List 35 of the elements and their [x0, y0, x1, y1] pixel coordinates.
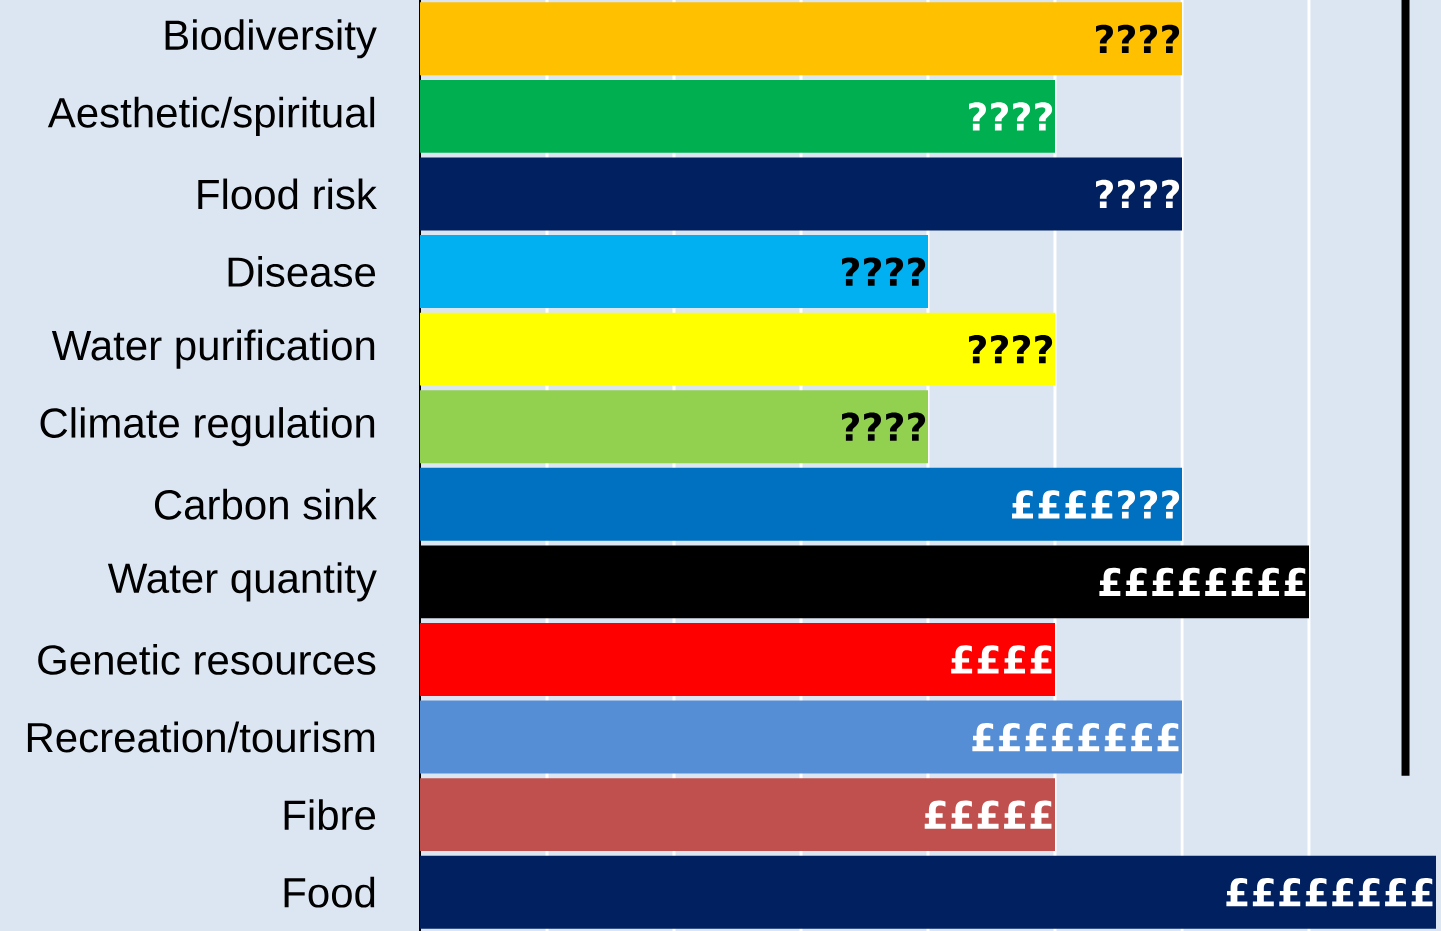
annotation: ???? [1096, 179, 1180, 209]
annotation: ££££££££ [972, 722, 1179, 752]
annotation: ???? [969, 102, 1053, 131]
bar [420, 467, 1182, 541]
annotation: ££££ [951, 645, 1052, 674]
y-tick-label: Recreation/tourism [27, 721, 375, 753]
annotation: ££££££££ [1099, 567, 1306, 596]
y-tick-label: Flood risk [198, 178, 377, 210]
y-tick-label: Genetic resources [38, 644, 376, 675]
annotation: £££££ [924, 800, 1052, 829]
y-tick-label: Water quantity [107, 562, 377, 602]
annotation: ???? [969, 335, 1053, 364]
y-tick-label: Carbon sink [154, 488, 377, 520]
annotation: ££££??? [1012, 490, 1180, 519]
y-tick-label: Climate regulation [40, 407, 375, 447]
bar [420, 390, 928, 464]
bar [420, 778, 1055, 852]
annotation: ???? [842, 257, 926, 286]
bar [420, 855, 1436, 929]
y-tick-label: Disease [228, 256, 376, 287]
bar [420, 79, 1055, 153]
annotation: ???? [842, 412, 926, 441]
y-tick-label: Water purification [51, 329, 375, 369]
y-tick-label: Fibre [284, 799, 376, 831]
bar [420, 312, 1055, 386]
bar [420, 157, 1182, 231]
bar [420, 2, 1182, 76]
y-tick-label: Food [284, 876, 375, 908]
bar [420, 622, 1055, 696]
y-tick-label: Biodiversity [165, 19, 377, 59]
bar [420, 235, 928, 309]
y-tick-label: Aesthetic/spiritual [47, 96, 375, 136]
annotation: ££££££££ [1226, 878, 1433, 907]
annotation: ???? [1096, 24, 1180, 53]
bar [420, 700, 1182, 774]
